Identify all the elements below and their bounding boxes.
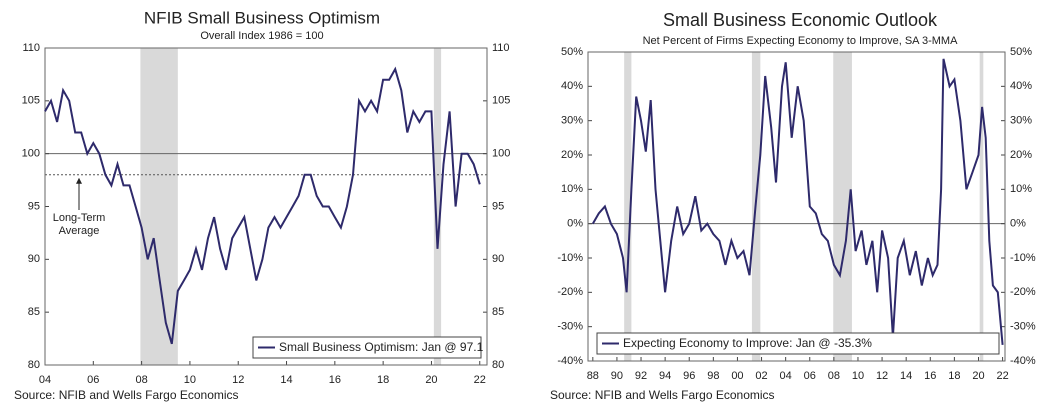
x-tick-label: 16 [924,370,936,382]
y-tick-label: 10% [561,183,583,195]
x-tick-label: 08 [135,374,147,386]
y2-tick-label: 0% [1010,218,1026,230]
x-tick-label: 90 [611,370,623,382]
y-tick-label: 95 [28,200,40,212]
x-tick-label: 98 [707,370,719,382]
chart-subtitle: Overall Index 1986 = 100 [200,30,323,42]
x-tick-label: 06 [87,374,99,386]
y2-tick-label: 110 [492,42,510,54]
x-tick-label: 92 [635,370,647,382]
y2-tick-label: 105 [492,95,510,107]
y2-tick-label: 80 [492,359,504,371]
y2-tick-label: 40% [1010,80,1032,92]
y-tick-label: 40% [561,80,583,92]
x-tick-label: 18 [377,374,389,386]
y2-tick-label: 95 [492,200,504,212]
x-tick-label: 00 [731,370,743,382]
x-tick-label: 14 [280,374,292,386]
y2-tick-label: -10% [1010,252,1036,264]
y-tick-label: 0% [567,218,583,230]
x-tick-label: 02 [755,370,767,382]
x-tick-label: 12 [876,370,888,382]
x-tick-label: 22 [474,374,486,386]
x-tick-label: 20 [425,374,437,386]
legend-label: Small Business Optimism: Jan @ 97.1 [279,340,484,354]
x-tick-label: 06 [804,370,816,382]
y2-tick-label: 20% [1010,149,1032,161]
y-tick-label: -30% [557,321,583,333]
y-tick-label: 50% [561,46,583,58]
x-tick-label: 08 [828,370,840,382]
x-tick-label: 16 [329,374,341,386]
y-tick-label: -40% [557,355,583,367]
x-tick-label: 96 [683,370,695,382]
y2-tick-label: 10% [1010,183,1032,195]
plot-frame [587,51,1006,362]
arrow-head [76,177,82,184]
x-tick-label: 20 [972,370,984,382]
plot-frame [44,47,488,366]
x-tick-label: 10 [184,374,196,386]
x-tick-label: 94 [659,370,671,382]
y2-tick-label: 100 [492,148,510,160]
chart-subtitle: Net Percent of Firms Expecting Economy t… [643,35,958,47]
series-line [44,66,481,345]
y-tick-label: 85 [28,306,40,318]
source: Source: NFIB and Wells Fargo Economics [550,388,775,402]
x-tick-label: 14 [900,370,912,382]
y-tick-label: -20% [557,286,583,298]
legend-box [596,332,1000,355]
series-line [591,58,1004,345]
y-tick-label: 90 [28,253,40,265]
y-tick-label: 80 [28,359,40,371]
legend-label: Expecting Economy to Improve: Jan @ -35.… [623,336,872,350]
chart-title: NFIB Small Business Optimism [144,8,380,27]
y2-tick-label: 30% [1010,115,1032,127]
recession-shade [624,52,632,361]
x-tick-label: 04 [780,370,792,382]
chart-title: Small Business Economic Outlook [663,10,938,30]
recession-shade [433,48,442,365]
annotation: Long-Term Average [52,212,106,237]
y-tick-label: 100 [22,148,40,160]
x-tick-label: 22 [996,370,1008,382]
x-tick-label: 04 [39,374,51,386]
y2-tick-label: -30% [1010,321,1036,333]
y-tick-label: 110 [22,42,40,54]
legend-box [252,336,482,359]
source: Source: NFIB and Wells Fargo Economics [14,388,239,402]
recession-shade [979,52,984,361]
y-tick-label: 105 [22,95,40,107]
recession-shade [140,48,178,365]
x-tick-label: 12 [232,374,244,386]
y-tick-label: -10% [557,252,583,264]
y-tick-label: 30% [561,115,583,127]
y2-tick-label: 90 [492,253,504,265]
x-tick-label: 18 [948,370,960,382]
y2-tick-label: -20% [1010,286,1036,298]
y-tick-label: 20% [561,149,583,161]
y2-tick-label: -40% [1010,355,1036,367]
x-tick-label: 88 [587,370,599,382]
y2-tick-label: 50% [1010,46,1032,58]
x-tick-label: 10 [852,370,864,382]
y2-tick-label: 85 [492,306,504,318]
recession-shade [833,52,852,361]
